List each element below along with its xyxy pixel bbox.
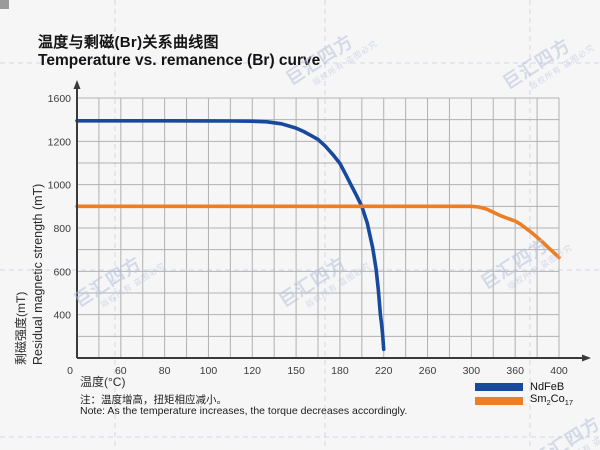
corner-marker bbox=[0, 0, 9, 9]
x-tick-label: 80 bbox=[159, 365, 171, 377]
ndfeb-label: NdFeB bbox=[530, 381, 565, 393]
sm2co17-curve bbox=[75, 204, 561, 260]
y-tick-label: 400 bbox=[53, 310, 71, 322]
page-title-zh: 温度与剩磁(Br)关系曲线图 bbox=[38, 34, 219, 51]
x-tick-label: 260 bbox=[419, 365, 437, 377]
y-tick-label: 1000 bbox=[48, 180, 72, 192]
ndfeb-swatch bbox=[475, 382, 523, 392]
note-zh: 注：温度增高，扭矩相应减小。 bbox=[80, 394, 227, 406]
legend-item-sm2co17: Sm2Co17 bbox=[475, 392, 574, 408]
x-tick-label: 400 bbox=[550, 365, 568, 377]
grid bbox=[76, 97, 560, 359]
page-title-en: Temperature vs. remanence (Br) curve bbox=[38, 52, 321, 69]
x-tick-label: 60 bbox=[115, 365, 127, 377]
y-tick-label: 1600 bbox=[48, 93, 72, 105]
x-tick-label: 0 bbox=[67, 365, 73, 377]
x-tick-labels: 0 60 80 100 120 150 180 220 260 300 360 400 bbox=[67, 365, 568, 377]
note-en: Note: As the temperature increases, the … bbox=[80, 405, 408, 417]
y-tick-label: 600 bbox=[53, 266, 71, 278]
y-tick-labels: 1600 1200 1000 800 600 400 bbox=[48, 93, 72, 322]
sm2co17-label: Sm2Co17 bbox=[530, 392, 574, 408]
y-axis-title-zh: 剩磁强度(mT) bbox=[14, 291, 28, 365]
axes bbox=[73, 80, 591, 362]
x-tick-label: 300 bbox=[463, 365, 481, 377]
y-axis-title-en: Residual magnetic strength (mT) bbox=[31, 183, 45, 365]
x-tick-label: 100 bbox=[200, 365, 218, 377]
ndfeb-curve bbox=[75, 119, 386, 352]
y-tick-label: 1200 bbox=[48, 136, 72, 148]
x-tick-label: 360 bbox=[506, 365, 524, 377]
x-tick-label: 220 bbox=[375, 365, 393, 377]
y-tick-label: 800 bbox=[53, 223, 71, 235]
sm2co17-swatch bbox=[475, 396, 523, 406]
x-tick-label: 150 bbox=[287, 365, 305, 377]
x-tick-label: 120 bbox=[244, 365, 262, 377]
legend: NdFeB Sm2Co17 bbox=[475, 381, 574, 408]
x-axis-title: 温度(°C) bbox=[80, 375, 126, 389]
legend-item-ndfeb: NdFeB bbox=[475, 381, 573, 393]
x-tick-label: 180 bbox=[331, 365, 349, 377]
